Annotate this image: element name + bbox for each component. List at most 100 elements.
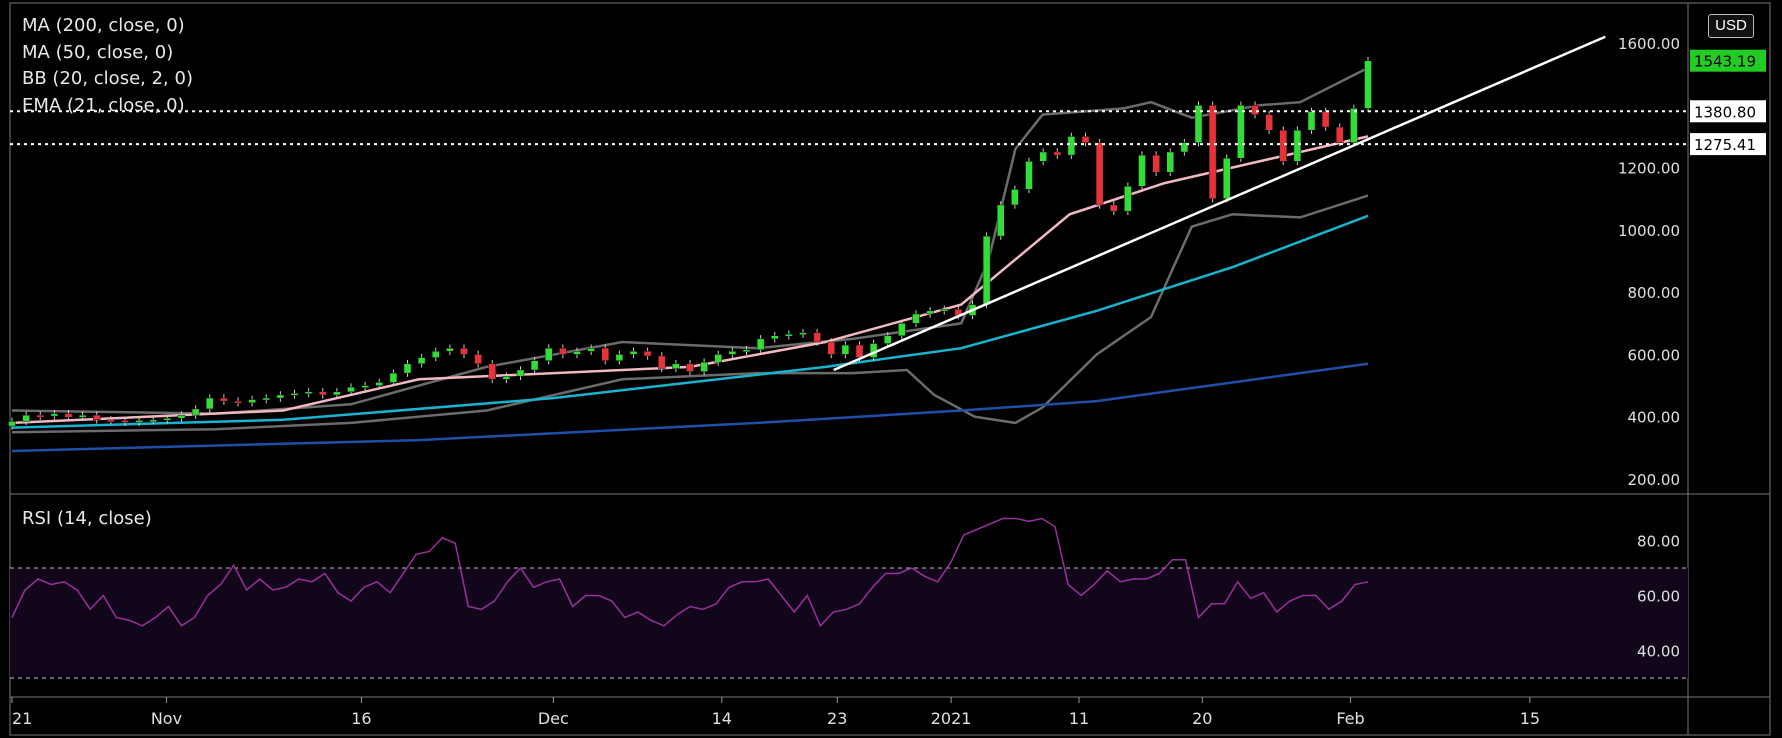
candle-down [474,354,482,365]
candle-down [813,332,821,343]
candle-down [1081,136,1090,143]
candle-up [347,386,355,393]
candle-up [799,332,807,335]
candle-up [742,349,751,353]
horizontal-levels-group [10,110,1688,146]
candle-up [714,354,722,363]
candle-down [1053,151,1061,156]
rsi-tick-label: 80.00 [1637,533,1680,551]
candle-up [177,414,186,419]
level-low-label: 1275.41 [1694,136,1756,154]
candle-up [982,235,991,305]
price-tick-label: 600.00 [1628,346,1681,364]
candle-up [206,397,214,410]
candle-up [997,204,1005,237]
candle-up [22,414,30,422]
time-tick-label: Nov [151,709,182,728]
candle-up [432,351,440,358]
candle-down [559,347,567,355]
candle-up [262,397,270,401]
candle-down [686,363,694,372]
candle-down [1336,126,1344,143]
candle-up [1293,129,1302,162]
ma200-line [11,362,1369,453]
candle-up [403,363,412,374]
rsi-band [10,568,1688,678]
candle-up [389,372,398,383]
candle-up [290,393,299,396]
candle-down [319,391,327,396]
legend-ma50[interactable]: MA (50, close, 0) [22,42,174,63]
candle-up [1166,151,1174,173]
time-axis-group: 21 Nov 16 Dec 14 23 2021 11 20 Feb 15 [11,697,1540,728]
legend-ema[interactable]: EMA (21, close, 0) [22,95,185,116]
candle-up [926,310,934,315]
rsi-tick-label: 40.00 [1637,643,1680,661]
candle-down [220,397,228,402]
legend-bb[interactable]: BB (20, close, 2, 0) [22,68,193,89]
candle-up [1223,157,1231,199]
candle-up [785,333,793,337]
chart-frame [9,2,1771,736]
time-tick-label: 11 [1069,709,1089,728]
candle-down [107,419,115,423]
time-tick-label: 23 [827,709,847,728]
candle-up [587,347,595,352]
candle-up [1237,105,1245,159]
bollinger-band-group [11,66,1369,434]
candle-up [191,408,200,416]
candle-down [1265,114,1273,131]
level-high-label: 1380.80 [1694,103,1756,121]
last-price-label-bg [1690,49,1766,72]
time-tick-label: 20 [1192,709,1212,728]
candle-up [417,357,426,365]
ema21-line [11,135,1369,425]
candle-up [841,344,850,355]
candle-up [361,385,369,388]
candle-down [1208,105,1217,199]
bollinger-lower-line [11,194,1369,434]
candle-down [643,351,652,357]
price-tick-label: 200.00 [1628,471,1681,489]
trendline[interactable] [833,35,1606,372]
candle-down [601,347,609,361]
candles-group [8,57,1372,430]
candle-up [1025,161,1033,190]
candle-up [304,391,313,395]
candle-up [771,335,779,340]
time-tick-label: 2021 [931,709,972,728]
candle-up [615,354,624,361]
candle-up [1039,151,1047,162]
candle-up [248,399,256,403]
candle-down [1321,111,1330,128]
candle-down [1110,204,1118,212]
candle-up [78,414,87,418]
candle-up [1011,189,1019,206]
candle-down [36,414,44,418]
moving-average-group [11,135,1369,453]
candle-up [756,338,765,351]
candle-up [446,347,454,352]
candle-down [121,420,129,423]
time-tick-label: Dec [538,709,569,728]
currency-selector[interactable]: USD [1708,14,1754,38]
candle-down [488,363,496,380]
candle-down [1095,142,1104,206]
time-tick-label: 15 [1520,709,1540,728]
candle-up [884,335,892,344]
legend-rsi[interactable]: RSI (14, close) [22,508,152,529]
candle-up [912,313,920,324]
candle-up [530,360,539,371]
candle-up [940,309,948,312]
price-tick-label: 400.00 [1628,409,1681,427]
candle-down [93,414,101,421]
time-tick-label: Feb [1336,709,1364,728]
candle-up [333,391,341,396]
legend-ma200[interactable]: MA (200, close, 0) [22,15,185,36]
trendline-group[interactable] [833,35,1606,372]
candle-down [1152,154,1160,173]
candle-down [855,344,864,358]
candle-up [276,394,285,399]
candle-up [898,323,906,336]
